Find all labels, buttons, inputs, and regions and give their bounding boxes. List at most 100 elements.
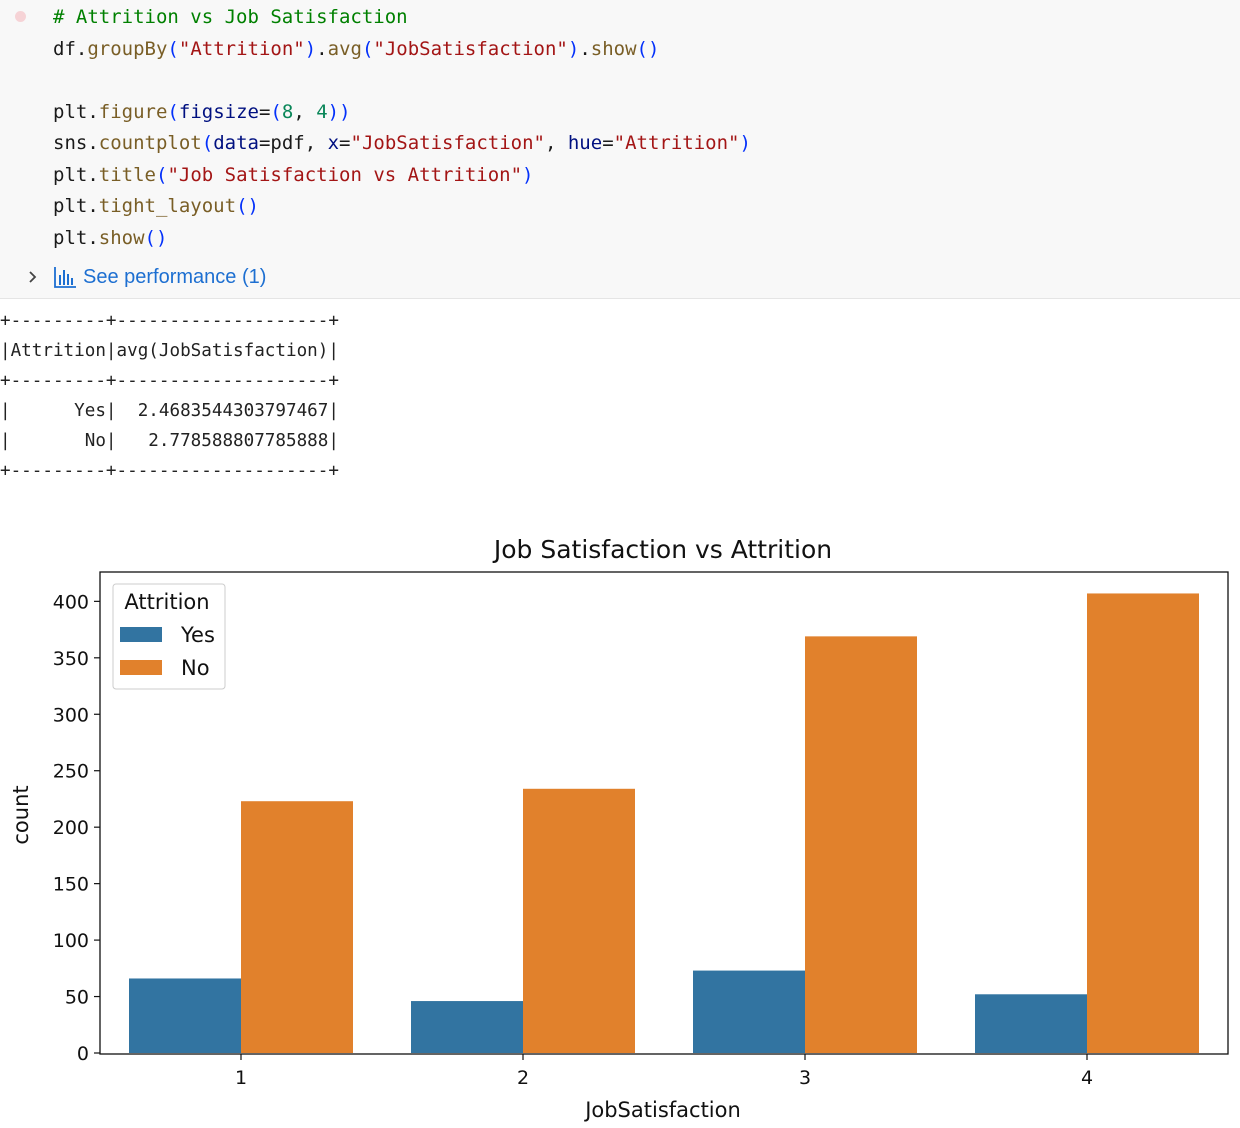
code-token: plt [53,163,88,186]
code-token: . [87,226,99,249]
code-token: = [258,100,271,123]
x-tick-label: 1 [235,1067,247,1089]
code-token: . [87,163,99,186]
y-tick-label: 350 [53,648,89,670]
bar-yes-3 [693,970,805,1053]
code-token: . [316,37,328,60]
code-token: ( [155,163,168,186]
code-token: show [590,37,637,60]
legend-swatch-no [120,660,162,675]
code-token: ) [739,132,751,154]
code-line[interactable]: sns.countplot(data=pdf, x="JobSatisfacti… [53,129,751,157]
y-tick-label: 300 [53,704,89,726]
code-token: ( [270,100,282,123]
bar-no-3 [805,636,917,1053]
legend-title: Attrition [124,590,209,614]
code-token: 8 [281,100,294,123]
y-tick-label: 150 [53,874,89,896]
code-token: () [144,226,168,249]
code-token: = [339,132,351,154]
legend-label-no: No [181,656,210,680]
legend: Attrition Yes No [112,583,226,690]
code-token: =pdf, [258,132,328,154]
x-tick-label: 2 [517,1067,529,1089]
code-token: avg [327,37,362,60]
bar-yes-1 [129,978,241,1053]
code-token: "Attrition" [178,37,305,60]
bar-no-1 [241,801,353,1053]
bar-no-2 [523,788,635,1053]
code-token: x [327,132,340,154]
x-axis-label: JobSatisfaction [583,1098,741,1122]
code-token: "JobSatisfaction" [373,37,568,60]
bar-yes-4 [975,994,1087,1053]
see-performance-link[interactable]: See performance (1) [83,265,267,288]
x-tick-label: 3 [799,1067,811,1089]
bar-yes-2 [411,1001,523,1053]
code-token: ( [361,37,374,60]
chevron-right-icon[interactable] [22,266,44,288]
code-token: countplot [98,132,202,154]
plot-area-frame [99,571,1229,1055]
code-token: sns [53,132,88,154]
code-token: () [236,195,259,217]
code-token: ( [201,132,214,154]
code-token: ) [522,163,534,186]
code-token: ( [167,100,179,123]
code-token: tight_layout [98,195,237,217]
code-token: df [53,37,76,60]
countplot-chart: Job Satisfaction vs Attrition JobSatisfa… [9,535,1229,1122]
y-tick-label: 250 [53,761,89,783]
y-tick-label: 100 [53,930,89,952]
code-token: . [579,37,591,60]
code-token: ) [567,37,580,60]
code-line[interactable]: plt.show() [53,224,167,252]
code-token: . [87,100,99,123]
code-token: )) [327,100,351,123]
code-token: ( [167,37,179,60]
code-token: , [544,132,568,154]
bar-chart-icon [53,265,77,289]
code-token: figure [98,100,168,123]
legend-label-yes: Yes [180,623,215,647]
code-token: plt [53,195,88,217]
code-token: . [87,195,99,217]
code-token: title [98,163,156,186]
chart-title: Job Satisfaction vs Attrition [492,535,832,564]
code-line[interactable]: df.groupBy("Attrition").avg("JobSatisfac… [53,35,659,63]
code-token: () [636,37,660,60]
legend-swatch-yes [120,627,162,642]
code-token: groupBy [87,37,168,60]
code-token: hue [567,132,603,154]
y-tick-label: 0 [77,1043,89,1065]
y-tick-label: 400 [53,591,89,613]
dataframe-output: +---------+--------------------+ |Attrit… [0,311,339,481]
code-token: ) [304,37,317,60]
code-token: , [293,100,317,123]
code-line[interactable]: # Attrition vs Job Satisfaction [53,3,408,31]
code-token: show [98,226,145,249]
y-axis-label: count [9,785,33,844]
code-token: plt [53,226,88,249]
y-tick-label: 50 [65,987,89,1009]
code-token: # Attrition vs Job Satisfaction [53,6,408,28]
code-line[interactable]: plt.figure(figsize=(8, 4)) [53,98,351,126]
see-performance-row[interactable]: See performance (1) [22,262,266,292]
code-token: data [213,132,259,154]
code-token: "Job Satisfaction vs Attrition" [167,163,523,186]
code-token: . [75,37,88,60]
code-line[interactable]: plt.title("Job Satisfaction vs Attrition… [53,161,534,189]
code-token: 4 [316,100,328,123]
code-token: = [602,132,614,154]
code-token: "Attrition" [613,132,740,154]
code-token: plt [53,100,88,123]
code-line[interactable]: plt.tight_layout() [53,192,259,220]
code-token: figsize [178,100,259,123]
code-cell[interactable]: # Attrition vs Job Satisfaction df.groupB… [0,0,1240,299]
x-tick-label: 4 [1081,1067,1093,1089]
cell-status-dot [15,11,26,22]
code-token: . [87,132,99,154]
y-tick-label: 200 [53,817,89,839]
code-token: "JobSatisfaction" [350,132,545,154]
bar-no-4 [1087,593,1199,1053]
